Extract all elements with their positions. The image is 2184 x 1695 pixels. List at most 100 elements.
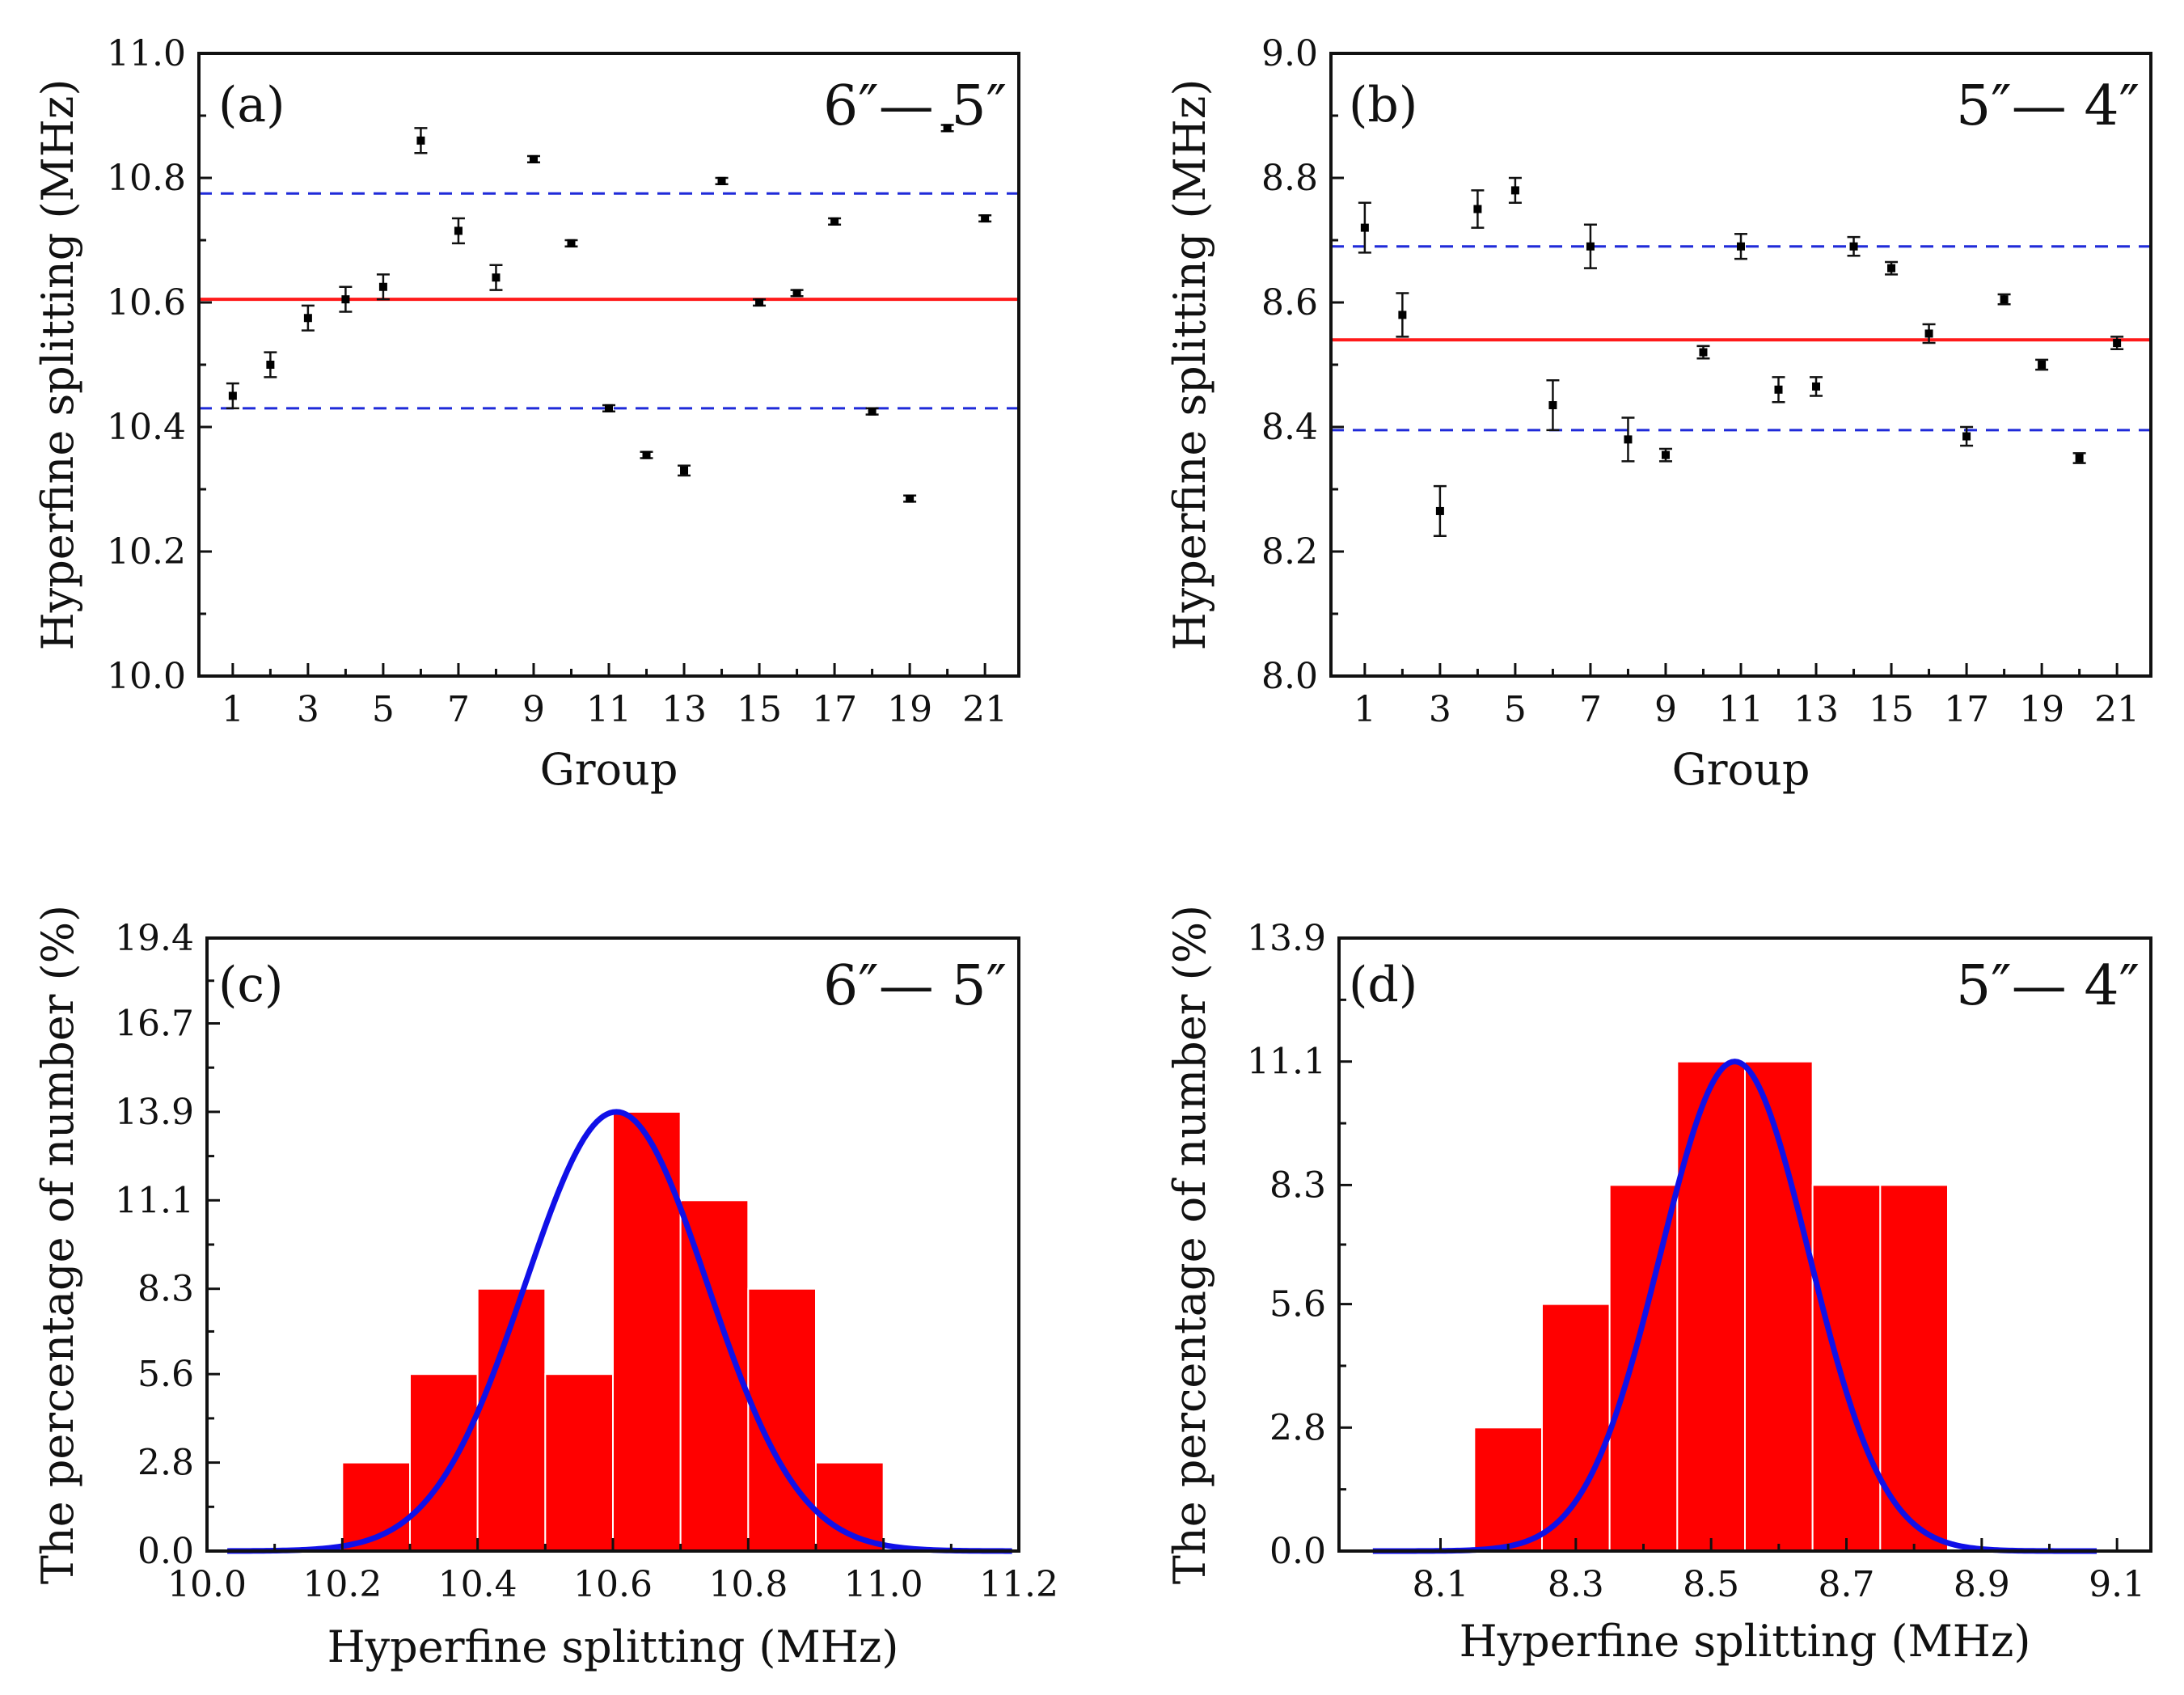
panel-a-point-5: [376, 273, 390, 301]
panel-b-point-13: [1810, 376, 1823, 397]
panel-d-xtick-label: 8.9: [1954, 1564, 2010, 1605]
panel-a-xtick-label: 3: [297, 689, 319, 730]
panel-d-xtick-label: 8.5: [1683, 1564, 1739, 1605]
panel-c-ytick-label: 8.3: [137, 1269, 194, 1310]
panel-c-xtick-label: 10.4: [438, 1564, 517, 1605]
panel-b-xtick-label: 1: [1354, 689, 1376, 730]
panel-c-ytick-label: 19.4: [115, 918, 194, 959]
panel-b-point-3: [1433, 484, 1447, 537]
panel-a-point-8: [489, 264, 503, 291]
panel-a-point-16: [790, 289, 804, 298]
panel-d-bar-6: [1811, 1184, 1882, 1553]
panel-a-data-point: [228, 391, 237, 400]
panel-b-point-19: [2035, 358, 2049, 371]
panel-c-xtick-label: 10.0: [167, 1564, 247, 1605]
panel-b-xtick-label: 19: [2019, 689, 2064, 730]
panel-d-bar-2: [1541, 1303, 1611, 1552]
panel-d-bar-3: [1608, 1184, 1679, 1553]
panel-a-point-1: [226, 382, 239, 410]
panel-a-point-14: [715, 176, 729, 185]
panel-b-data-point: [2000, 295, 2009, 304]
panel-c-xtick-label: 11.0: [844, 1564, 923, 1605]
panel-a-data-point: [341, 295, 350, 304]
panel-b-xtick-label: 17: [1944, 689, 1989, 730]
panel-b-point-4: [1471, 189, 1485, 229]
panel-b-data-point: [1699, 348, 1708, 357]
panel-b-xtick-label: 9: [1654, 689, 1677, 730]
panel-c-bar-8: [815, 1461, 885, 1552]
panel-a-transition-label: 6″— 5″: [823, 74, 1007, 138]
panel-a-point-18: [865, 407, 879, 416]
panel-d-gaussian-fit-curve: [1372, 1059, 2097, 1554]
panel-a-point-15: [753, 298, 767, 307]
panel-a-point-6: [414, 127, 428, 154]
panel-c-ticks: 0.0 2.8 5.6 8.3 11.1 13.9 16.7 19.4 10.0 10.2 10.4…: [115, 918, 1058, 1605]
panel-a-ticks: 10.010.210.410.610.811.01 3 5 7 9 11 13 15 17 19 2…: [107, 33, 1008, 730]
panel-d-ytick-label: 2.8: [1269, 1407, 1326, 1448]
panel-a-data-point: [454, 226, 463, 235]
panel-d-ticks: 0.0 2.8 5.6 8.3 11.1 13.9 8.1 8.3 8.5 8.7 8.9 9.1: [1247, 918, 2145, 1605]
panel-b: 8.08.28.48.68.89.01 3 5 7 9 11 13 15 17 19 21 (b) …: [1164, 33, 2152, 795]
panel-c-ytick-label: 0.0: [137, 1531, 194, 1572]
panel-a-ylabel: Hyperfine splitting (MHz): [32, 79, 83, 651]
panel-d-xtick-label: 8.7: [1819, 1564, 1875, 1605]
panel-b-data-point: [1737, 242, 1745, 251]
panel-a-point-4: [339, 285, 353, 313]
panel-b-xtick-label: 21: [2094, 689, 2140, 730]
panel-b-point-6: [1546, 379, 1560, 432]
panel-a-ytick-label: 10.2: [107, 531, 186, 573]
panel-b-label: (b): [1349, 77, 1417, 133]
panel-a-point-11: [602, 404, 615, 412]
panel-a-xtick-label: 19: [887, 689, 932, 730]
panel-d-label: (d): [1349, 957, 1417, 1013]
panel-b-point-21: [2110, 336, 2124, 350]
panel-c-ytick-label: 16.7: [115, 1003, 194, 1044]
panel-a-point-12: [640, 450, 653, 459]
panel-c-gaussian-fit-curve: [227, 1109, 1012, 1554]
panel-b-xtick-label: 7: [1579, 689, 1602, 730]
panel-a-data-point: [642, 450, 651, 459]
panel-d-xtick-label: 8.1: [1413, 1564, 1469, 1605]
panel-d-ytick-label: 8.3: [1269, 1165, 1326, 1206]
panel-b-data-point: [1398, 311, 1407, 319]
panel-b-point-16: [1922, 323, 1936, 344]
panel-b-data-point: [1510, 186, 1519, 195]
panel-b-point-8: [1621, 416, 1635, 463]
panel-b-point-11: [1734, 233, 1747, 260]
panel-a-data-point: [303, 314, 312, 323]
panel-c-xlabel: Hyperfine splitting (MHz): [327, 1621, 899, 1672]
panel-c-label: (c): [218, 957, 283, 1013]
panel-b-data-point: [2113, 339, 2122, 348]
panel-b-data-point: [1548, 401, 1557, 410]
panel-b-marks: [1331, 176, 2151, 537]
panel-c-xtick-label: 10.6: [573, 1564, 653, 1605]
panel-b-frame: [1329, 52, 2152, 678]
panel-a-point-20: [940, 124, 954, 133]
panel-b-point-7: [1583, 223, 1597, 269]
panel-d-ytick-label: 13.9: [1247, 918, 1326, 959]
panel-d-xlabel: Hyperfine splitting (MHz): [1460, 1616, 2031, 1667]
panel-a: 10.010.210.410.610.811.01 3 5 7 9 11 13 15 17 19 2…: [32, 33, 1020, 795]
panel-c-xtick-label: 11.2: [979, 1564, 1058, 1605]
panel-c-xtick-label: 10.8: [708, 1564, 788, 1605]
panel-a-point-19: [903, 494, 917, 503]
panel-a-ytick-label: 10.6: [107, 282, 186, 323]
panel-b-point-1: [1358, 201, 1371, 254]
panel-a-point-13: [678, 464, 691, 477]
panel-a-data-point: [680, 466, 689, 475]
panel-a-marks: [199, 124, 1019, 503]
panel-c-ytick-label: 2.8: [137, 1443, 194, 1484]
panel-a-data-point: [717, 176, 726, 185]
panel-a-data-point: [830, 217, 839, 226]
panel-b-xtick-label: 15: [1869, 689, 1914, 730]
panel-a-xtick-label: 21: [962, 689, 1008, 730]
panel-a-data-point: [378, 282, 387, 291]
panel-b-point-2: [1396, 292, 1409, 338]
panel-b-point-14: [1847, 235, 1861, 257]
panel-a-xtick-label: 11: [586, 689, 632, 730]
panel-c-ytick-label: 13.9: [115, 1092, 194, 1133]
panel-b-data-point: [2075, 454, 2084, 463]
panel-b-data-point: [1661, 450, 1670, 459]
panel-b-point-5: [1508, 176, 1522, 205]
